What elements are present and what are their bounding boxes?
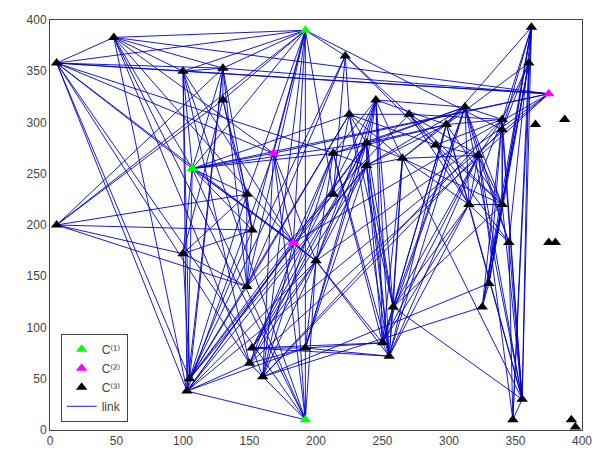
svg-text:100: 100 — [173, 434, 193, 448]
svg-text:400: 400 — [572, 434, 592, 448]
svg-text:150: 150 — [239, 434, 259, 448]
svg-text:C⁽³⁾: C⁽³⁾ — [102, 381, 121, 395]
svg-text:350: 350 — [27, 64, 47, 78]
svg-text:300: 300 — [439, 434, 459, 448]
svg-text:100: 100 — [27, 321, 47, 335]
svg-text:50: 50 — [33, 372, 47, 386]
svg-text:350: 350 — [505, 434, 525, 448]
svg-text:150: 150 — [27, 269, 47, 283]
svg-text:400: 400 — [27, 13, 47, 27]
svg-text:C⁽¹⁾: C⁽¹⁾ — [102, 343, 121, 357]
svg-text:0: 0 — [47, 434, 54, 448]
svg-text:50: 50 — [110, 434, 124, 448]
svg-text:0: 0 — [40, 423, 47, 437]
svg-text:link: link — [102, 400, 121, 414]
svg-text:250: 250 — [27, 167, 47, 181]
svg-text:200: 200 — [306, 434, 326, 448]
svg-text:C⁽²⁾: C⁽²⁾ — [102, 362, 121, 376]
svg-text:300: 300 — [27, 116, 47, 130]
svg-text:200: 200 — [27, 218, 47, 232]
svg-text:250: 250 — [372, 434, 392, 448]
